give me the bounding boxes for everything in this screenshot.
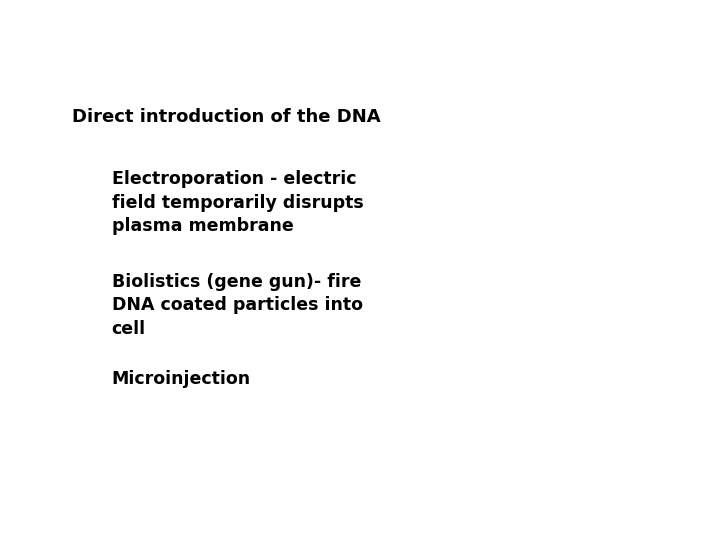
Text: Microinjection: Microinjection xyxy=(112,370,251,388)
Text: Direct introduction of the DNA: Direct introduction of the DNA xyxy=(72,108,381,126)
Text: Biolistics (gene gun)- fire
DNA coated particles into
cell: Biolistics (gene gun)- fire DNA coated p… xyxy=(112,273,363,338)
Text: Electroporation - electric
field temporarily disrupts
plasma membrane: Electroporation - electric field tempora… xyxy=(112,170,364,235)
